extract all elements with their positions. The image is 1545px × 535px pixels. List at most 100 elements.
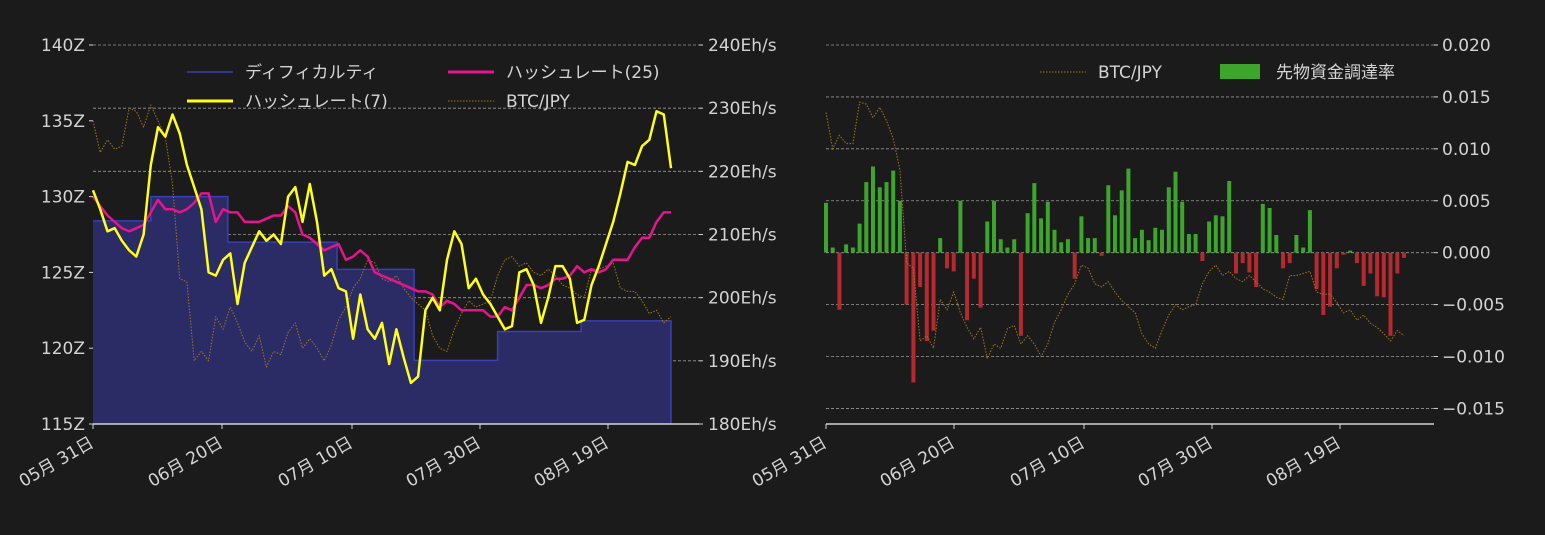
funding-rate-bar xyxy=(1166,187,1171,253)
funding-rate-bar xyxy=(1361,252,1366,286)
funding-rate-bar xyxy=(1395,252,1400,274)
funding-rate-bar xyxy=(1402,252,1406,258)
right-y-tick-label: 210Eh/s xyxy=(708,226,777,246)
funding-rate-bar xyxy=(1227,181,1232,253)
funding-rate-bar xyxy=(1207,221,1212,253)
funding-rate-bar xyxy=(1139,229,1144,253)
legend-label-btc-jpy: BTC/JPY xyxy=(506,92,571,112)
right-legend: BTC/JPY 先物資金調達率 xyxy=(1040,63,1395,83)
legend-label-25: ハッシュレート(25) xyxy=(506,63,660,83)
funding-rate-bar xyxy=(938,238,943,253)
funding-rate-bar xyxy=(1220,216,1225,253)
right-y-tick-label: 190Eh/s xyxy=(708,352,777,372)
funding-rate-bar xyxy=(1153,227,1158,253)
left-y-tick-label: 125Z xyxy=(41,263,85,283)
right-y-tick-label: −0.015 xyxy=(1442,399,1505,419)
legend-label-funding-rate: 先物資金調達率 xyxy=(1276,63,1395,83)
funding-rate-bar xyxy=(965,252,970,321)
right-chart: 0.020 0.015 0.010 0.005 0.000 −0.005 −0.010 −0.… xyxy=(749,36,1505,492)
funding-rate-bar xyxy=(978,252,983,308)
funding-rate-bar xyxy=(1032,183,1037,253)
funding-rate-bar xyxy=(1113,215,1117,253)
funding-rate-bar xyxy=(1381,252,1386,298)
left-y-ticks: 115Z 120Z 125Z 130Z 135Z 140Z xyxy=(41,36,93,435)
funding-rate-bar xyxy=(824,202,828,253)
right-y-tick-label: −0.005 xyxy=(1442,296,1505,316)
x-tick-label: 05月 31日 xyxy=(16,433,98,492)
funding-rate-bar xyxy=(1133,238,1138,253)
left-y-tick-label: 115Z xyxy=(41,415,85,435)
legend-swatch-funding-rate xyxy=(1220,64,1260,79)
funding-rate-bar xyxy=(1079,216,1084,253)
funding-rate-bar xyxy=(1213,215,1218,253)
funding-rate-bar xyxy=(1146,240,1151,253)
funding-rate-bar xyxy=(1388,252,1393,336)
funding-rate-bar xyxy=(1106,185,1111,253)
funding-rate-bar xyxy=(1099,252,1104,256)
funding-rate-bar xyxy=(1368,252,1373,274)
right-y-tick-label: 200Eh/s xyxy=(708,289,777,309)
funding-rate-bar xyxy=(1260,203,1265,253)
x-tick-label: 07月 30日 xyxy=(403,433,485,492)
funding-rate-bar xyxy=(837,252,842,310)
funding-rate-bar xyxy=(1375,252,1380,297)
right-y-ticks: 0.020 0.015 0.010 0.005 0.000 −0.005 −0.010 −0.… xyxy=(1434,36,1505,419)
funding-rate-bar xyxy=(1281,252,1285,269)
series-line-btc-jpy xyxy=(92,104,672,368)
funding-rate-bar xyxy=(1274,235,1279,253)
funding-rate-bar xyxy=(1307,210,1312,253)
legend-label-7: ハッシュレート(7) xyxy=(245,92,388,112)
funding-rate-bar xyxy=(951,252,956,272)
funding-rate-bar xyxy=(1065,239,1070,253)
funding-rate-bar xyxy=(1328,252,1333,307)
funding-rate-bar xyxy=(1247,252,1252,273)
funding-rate-bar xyxy=(884,182,889,253)
left-y-tick-label: 130Z xyxy=(41,188,85,208)
left-right-y-ticks: 180Eh/s 190Eh/s 200Eh/s 210Eh/s 220Eh/s 230Eh… xyxy=(699,36,777,435)
funding-rate-bar xyxy=(1200,252,1205,261)
funding-rate-bar xyxy=(1086,238,1091,253)
series-line-25 xyxy=(92,192,671,318)
funding-rate-bar xyxy=(871,166,875,253)
funding-rate-bar xyxy=(891,170,896,253)
funding-rate-bar xyxy=(1254,252,1259,287)
left-y-tick-label: 140Z xyxy=(41,36,85,56)
funding-rate-bar xyxy=(1334,252,1339,269)
funding-rate-bar xyxy=(1193,234,1198,253)
funding-rate-bar xyxy=(1052,229,1057,253)
funding-rate-bar xyxy=(1072,252,1077,279)
x-tick-label: 06月 20日 xyxy=(145,433,227,492)
x-tick-label: 05月 31日 xyxy=(749,433,831,492)
funding-rate-bar xyxy=(931,252,936,331)
funding-rate-bar xyxy=(1301,247,1306,253)
funding-rate-bar xyxy=(844,244,849,253)
funding-rate-bar xyxy=(904,252,909,305)
right-y-tick-label: 240Eh/s xyxy=(708,36,777,56)
difficulty-line xyxy=(93,195,672,424)
funding-rate-bar xyxy=(864,182,869,253)
x-tick-label: 07月 30日 xyxy=(1135,433,1217,492)
funding-rate-bar xyxy=(1240,252,1245,264)
right-y-tick-label: −0.010 xyxy=(1442,348,1505,368)
right-y-tick-label: 220Eh/s xyxy=(708,162,777,182)
funding-rate-bar xyxy=(850,247,855,253)
funding-rate-bars xyxy=(824,166,1406,383)
funding-rate-bar xyxy=(1045,201,1050,253)
funding-rate-bar xyxy=(998,239,1003,253)
right-x-ticks: 05月 31日 06月 20日 07月 10日 07月 30日 08月 19日 xyxy=(749,424,1345,492)
funding-rate-bar xyxy=(1186,234,1191,253)
x-tick-label: 07月 10日 xyxy=(275,433,357,492)
funding-rate-bar xyxy=(1059,242,1064,253)
right-series-lines xyxy=(825,101,1405,361)
funding-rate-bar xyxy=(1348,250,1353,253)
funding-rate-bar xyxy=(1321,252,1326,315)
funding-rate-bar xyxy=(1039,218,1044,253)
funding-rate-bar xyxy=(1234,252,1238,274)
left-x-ticks: 05月 31日 06月 20日 07月 10日 07月 30日 08月 19日 xyxy=(16,424,613,492)
right-y-tick-label: 180Eh/s xyxy=(708,415,777,435)
x-tick-label: 06月 20日 xyxy=(877,433,959,492)
x-tick-label: 08月 19日 xyxy=(1263,433,1345,492)
funding-rate-bar xyxy=(1294,235,1299,253)
difficulty-area xyxy=(93,195,672,424)
